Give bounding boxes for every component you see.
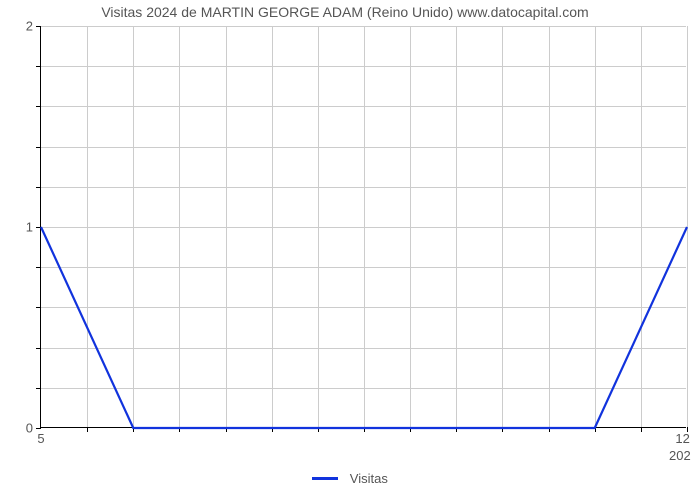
plot-area: 012512202 [40,26,686,428]
legend: Visitas [0,470,700,486]
y-tick-label: 0 [26,421,33,436]
legend-swatch [312,477,338,480]
x-tick-label: 5 [37,431,44,446]
y-tick-label: 2 [26,19,33,34]
legend-label: Visitas [350,471,388,486]
x-tick-label: 12 [675,431,689,446]
chart-container: Visitas 2024 de MARTIN GEORGE ADAM (Rein… [0,0,700,500]
chart-title: Visitas 2024 de MARTIN GEORGE ADAM (Rein… [0,4,690,20]
x-axis-extra-label: 202 [669,448,691,463]
grid-line-v [687,26,688,427]
y-tick-mark [36,428,41,429]
y-tick-label: 1 [26,220,33,235]
series-line [41,26,687,428]
